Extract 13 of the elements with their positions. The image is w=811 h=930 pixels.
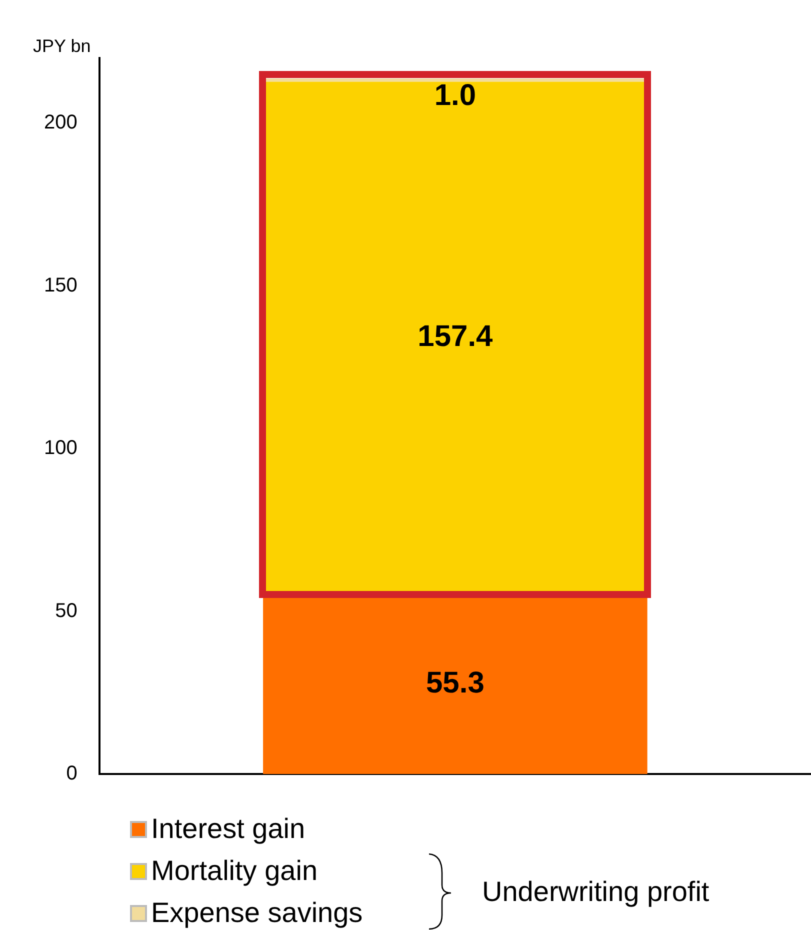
data-label: 1.0	[434, 78, 476, 112]
legend-label: Mortality gain	[151, 854, 318, 888]
data-label: 157.4	[418, 320, 494, 354]
y-axis-title: JPY bn	[33, 36, 91, 56]
y-tick-label: 100	[44, 437, 78, 460]
text: Underwriting profit	[482, 876, 710, 908]
legend-label: Expense savings	[151, 896, 363, 930]
y-tick-label: 150	[44, 274, 78, 296]
data-label: 55.3	[426, 666, 484, 700]
legend-label: Interest gain	[151, 812, 306, 846]
y-tick-label: 50	[55, 600, 78, 622]
y-tick-label: 200	[44, 112, 78, 134]
y-tick-label: 0	[66, 762, 78, 785]
